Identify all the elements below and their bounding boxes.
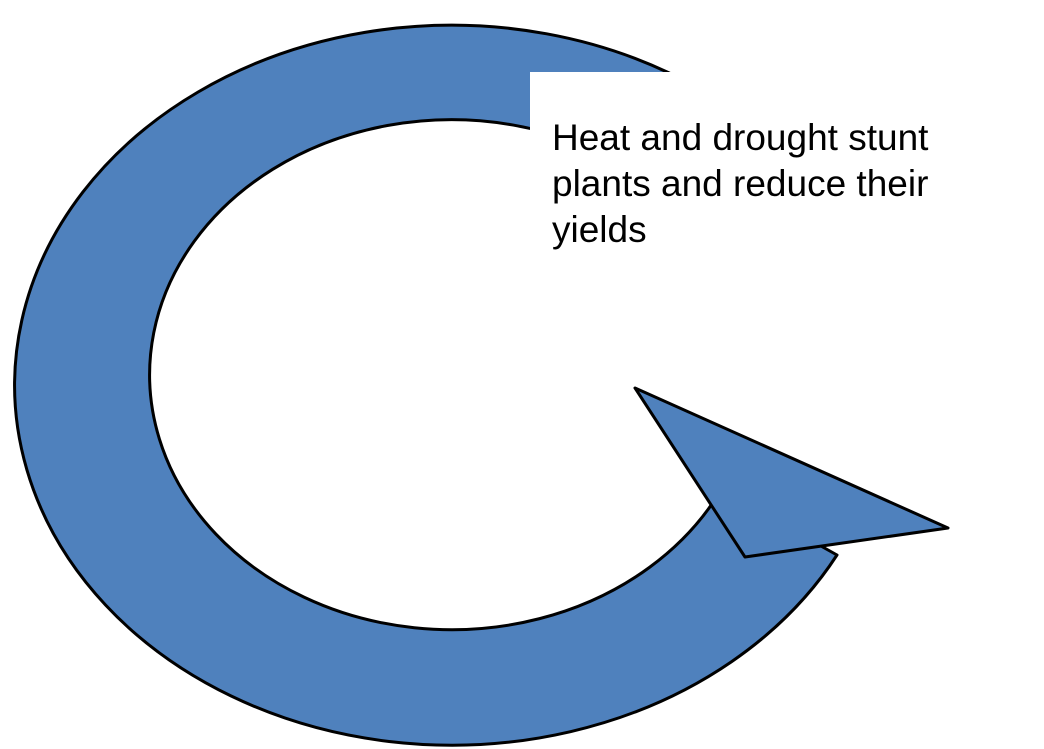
text-line: yields — [552, 209, 647, 250]
text-line: Heat and drought stunt — [552, 117, 929, 158]
text-line: plants and reduce their — [552, 163, 928, 204]
text-box — [530, 72, 1044, 265]
circular-arrow-body — [13, 23, 839, 747]
arrow-head — [633, 386, 950, 559]
